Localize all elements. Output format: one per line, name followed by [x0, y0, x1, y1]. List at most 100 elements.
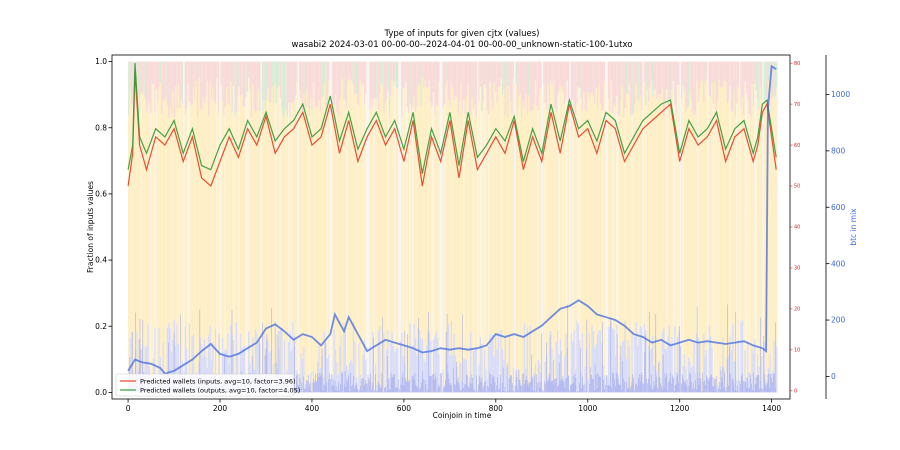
- fraction-top-band: [299, 61, 301, 90]
- fraction-top-band: [206, 61, 209, 82]
- fraction-low-band: [395, 348, 397, 393]
- fraction-low-band: [769, 352, 771, 393]
- fraction-mid-band: [340, 95, 342, 337]
- fraction-top-band: [723, 61, 726, 79]
- fraction-top-band: [361, 61, 363, 87]
- fraction-top-band: [348, 61, 351, 79]
- x-tick-label: 600: [397, 404, 412, 413]
- fraction-low-band: [572, 340, 574, 393]
- fraction-top-band: [162, 61, 164, 101]
- fraction-low-band: [690, 367, 693, 393]
- fraction-mid-band: [726, 103, 728, 359]
- fraction-mid-band: [512, 78, 515, 368]
- fraction-top-band: [128, 61, 130, 115]
- fraction-top-band: [325, 61, 327, 114]
- fraction-top-band: [601, 61, 603, 111]
- fraction-mid-band: [645, 105, 647, 331]
- fraction-low-band: [221, 337, 224, 393]
- fraction-top-band: [716, 61, 719, 102]
- fraction-mid-band: [237, 96, 239, 352]
- fraction-top-band: [664, 61, 666, 103]
- fraction-top-band: [152, 61, 155, 84]
- fraction-top-band: [333, 61, 335, 106]
- fraction-top-band: [503, 61, 505, 91]
- fraction-mid-band: [674, 104, 676, 327]
- fraction-low-band: [454, 356, 457, 393]
- fraction-mid-band: [275, 103, 278, 364]
- fraction-mid-band: [177, 84, 180, 345]
- fraction-gap: [297, 61, 300, 393]
- fraction-top-band: [238, 61, 240, 88]
- fraction-low-band: [743, 381, 745, 393]
- fraction-top-band: [558, 61, 560, 92]
- fraction-low-band: [479, 337, 482, 393]
- fraction-mid-band: [267, 87, 269, 342]
- fraction-top-band: [596, 61, 599, 110]
- fraction-low-band: [158, 328, 160, 393]
- fraction-low-band: [424, 361, 426, 393]
- fraction-top-band: [453, 61, 455, 100]
- fraction-gap: [642, 61, 644, 393]
- fraction-mid-band: [463, 99, 465, 359]
- fraction-mid-band: [682, 85, 684, 366]
- fraction-top-band: [245, 61, 247, 98]
- fraction-top-band: [472, 61, 475, 110]
- fraction-low-band: [683, 353, 686, 393]
- fraction-mid-band: [390, 95, 392, 344]
- fraction-mid-band: [359, 80, 362, 375]
- fraction-top-band: [711, 61, 713, 82]
- fraction-mid-band: [241, 93, 243, 348]
- fraction-low-band: [584, 366, 586, 393]
- fraction-mid-band: [217, 113, 220, 380]
- fraction-mid-band: [668, 117, 671, 326]
- fraction-top-band: [729, 61, 731, 87]
- fraction-low-band: [668, 325, 671, 393]
- fraction-low-band: [602, 365, 604, 393]
- fraction-mid-band: [425, 87, 428, 346]
- fraction-top-band: [427, 61, 429, 88]
- fraction-top-band: [285, 61, 287, 109]
- fraction-low-band: [756, 353, 759, 393]
- fraction-mid-band: [402, 88, 404, 356]
- fraction-mid-band: [184, 114, 187, 327]
- fraction-low-band: [343, 324, 345, 393]
- fraction-mid-band: [505, 86, 508, 367]
- fraction-mid-band: [431, 107, 433, 393]
- fraction-mid-band: [744, 81, 746, 351]
- fraction-low-band: [730, 350, 733, 393]
- fraction-top-band: [756, 61, 759, 99]
- fraction-mid-band: [489, 82, 491, 335]
- fraction-mid-band: [172, 91, 174, 340]
- fraction-top-band: [504, 61, 506, 117]
- fraction-top-band: [445, 61, 447, 86]
- fraction-top-band: [486, 61, 489, 111]
- fraction-mid-band: [147, 105, 149, 325]
- fraction-low-band: [587, 378, 589, 393]
- fraction-top-band: [454, 61, 457, 97]
- fraction-mid-band: [141, 91, 144, 345]
- fraction-top-band: [544, 61, 546, 104]
- fraction-mid-band: [348, 78, 351, 364]
- fraction-top-band: [585, 61, 588, 112]
- fraction-top-band: [465, 61, 468, 97]
- fraction-low-band: [383, 332, 385, 393]
- fraction-top-band: [414, 61, 417, 113]
- fraction-mid-band: [461, 110, 464, 382]
- fraction-low-band: [420, 338, 422, 393]
- fraction-low-band: [563, 356, 566, 393]
- fraction-mid-band: [166, 105, 169, 328]
- fraction-low-band: [508, 334, 511, 393]
- fraction-low-band: [722, 337, 724, 393]
- fraction-top-band: [410, 61, 413, 112]
- fraction-top-band: [288, 61, 290, 103]
- fraction-mid-band: [705, 78, 708, 351]
- fraction-mid-band: [617, 116, 620, 375]
- fraction-low-band: [539, 364, 541, 393]
- fraction-low-band: [430, 340, 432, 393]
- fraction-top-band: [493, 61, 495, 84]
- fraction-mid-band: [414, 112, 417, 339]
- fraction-top-band: [326, 61, 329, 105]
- x-tick-label: 1000: [578, 404, 597, 413]
- fraction-mid-band: [409, 104, 411, 324]
- fraction-gap: [569, 61, 571, 393]
